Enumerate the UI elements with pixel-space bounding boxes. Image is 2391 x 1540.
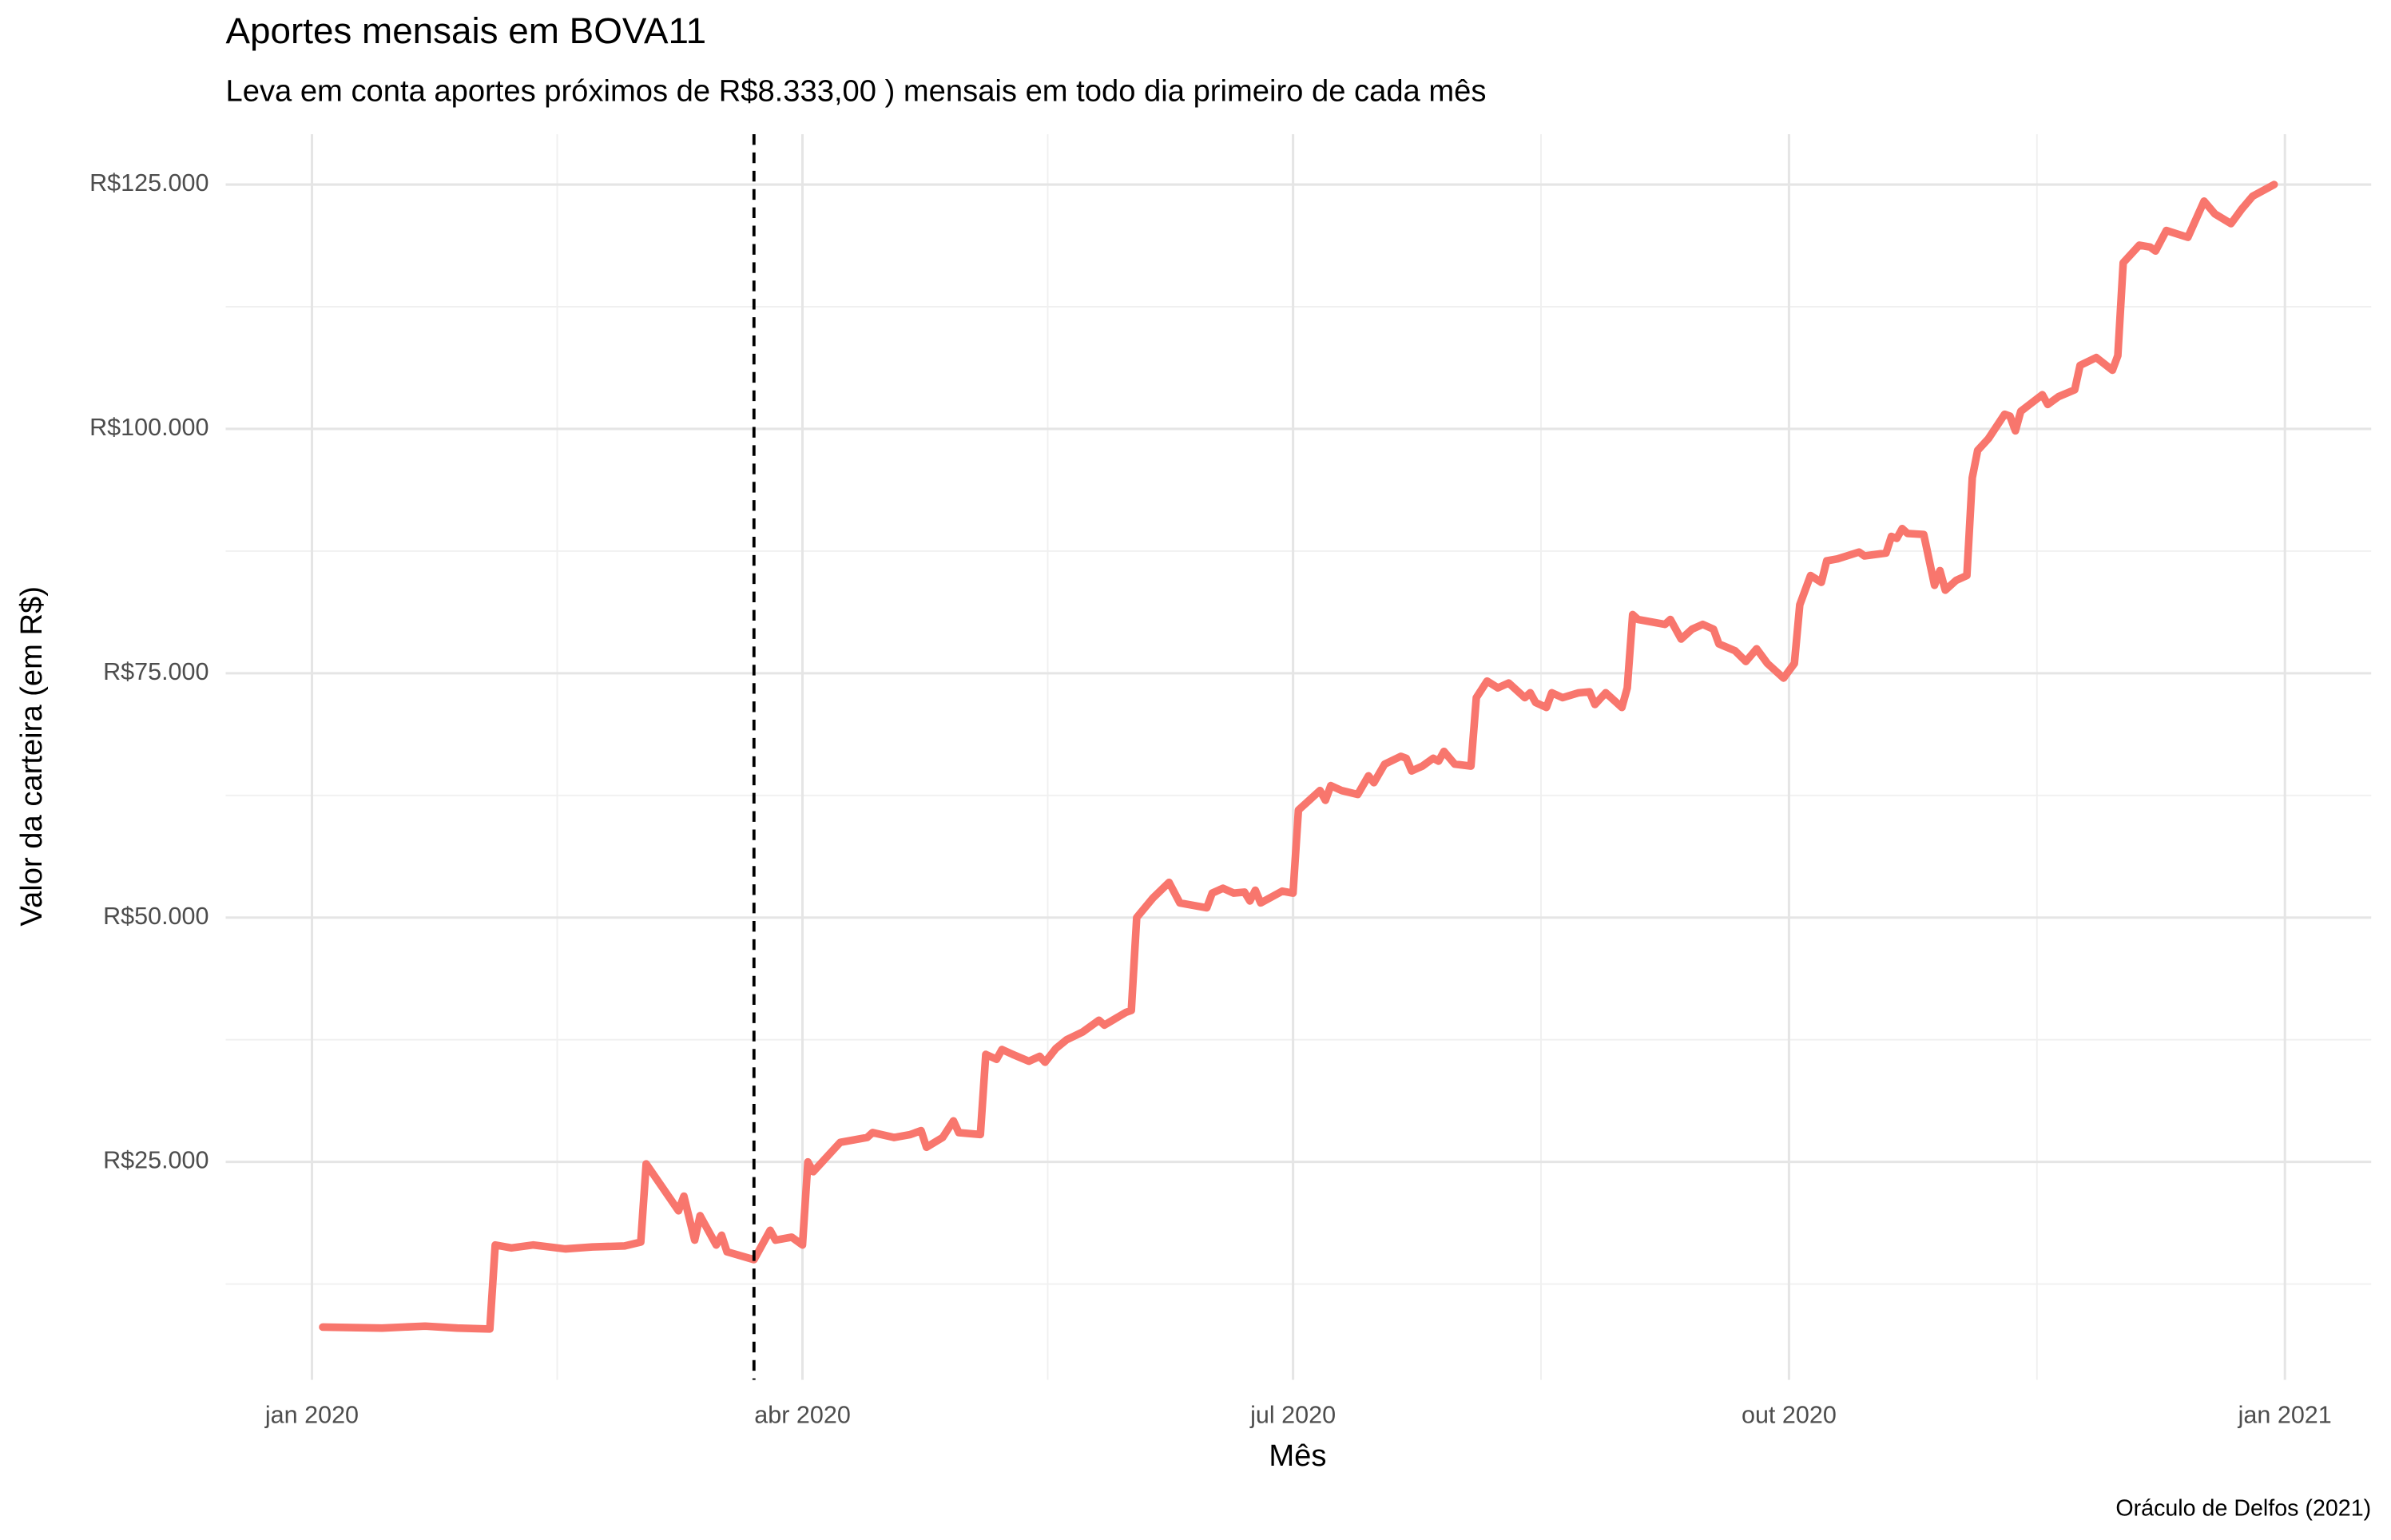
x-tick-label: jul 2020 (1249, 1401, 1336, 1428)
x-axis-title: Mês (1269, 1439, 1326, 1473)
data-line (319, 181, 2278, 1333)
x-tick-label: jan 2020 (264, 1401, 359, 1428)
y-tick-label: R$50.000 (103, 903, 209, 930)
x-tick-label: jan 2021 (2238, 1401, 2332, 1428)
grid (225, 134, 2372, 1380)
y-tick-label: R$75.000 (103, 658, 209, 685)
y-tick-label: R$100.000 (89, 414, 209, 441)
x-tick-label: abr 2020 (754, 1401, 851, 1428)
chart-subtitle: Leva em conta aportes próximos de R$8.33… (226, 74, 1487, 109)
y-tick-label: R$125.000 (89, 169, 209, 196)
y-axis-title: Valor da carteira (em R$) (14, 586, 49, 927)
y-tick-label: R$25.000 (103, 1147, 209, 1174)
x-tick-label: out 2020 (1742, 1401, 1837, 1428)
caption: Oráculo de Delfos (2021) (2115, 1495, 2371, 1521)
chart-title: Aportes mensais em BOVA11 (226, 10, 707, 51)
